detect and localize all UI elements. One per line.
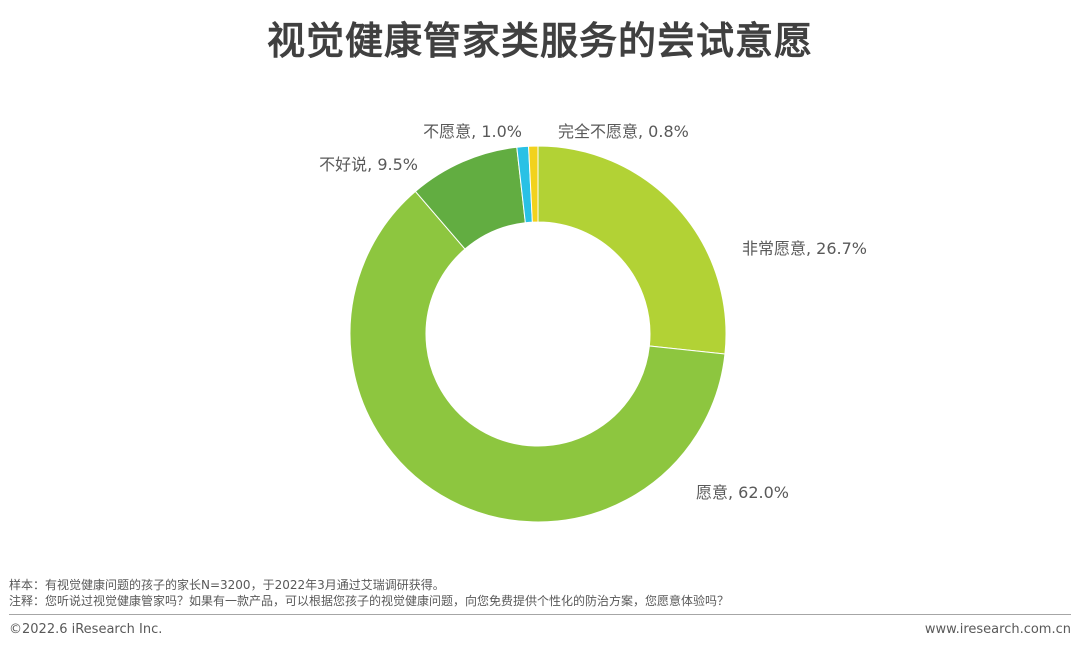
slice-label-1: 非常愿意, 26.7% bbox=[742, 239, 867, 258]
footer-divider bbox=[9, 614, 1071, 615]
chart-title: 视觉健康管家类服务的尝试意愿 bbox=[266, 19, 813, 63]
slice-labels: 非常愿意, 26.7% 愿意, 62.0% 不好说, 9.5% 不愿意, 1.0% 完全… bbox=[319, 122, 867, 502]
footer-notes: 样本：有视觉健康问题的孩子的家长N=3200，于2022年3月通过艾瑞调研获得。… bbox=[9, 577, 729, 609]
website-link[interactable]: www.iresearch.com.cn bbox=[924, 622, 1071, 637]
question-note: 注释：您听说过视觉健康管家吗？如果有一款产品，可以根据您孩子的视觉健康问题，向您… bbox=[9, 594, 730, 608]
slice-label-3: 不好说, 9.5% bbox=[319, 155, 418, 174]
slice-1 bbox=[537, 145, 727, 355]
donut-slices bbox=[349, 145, 727, 523]
slice-5 bbox=[528, 145, 539, 223]
sample-note: 样本：有视觉健康问题的孩子的家长N=3200，于2022年3月通过艾瑞调研获得。 bbox=[9, 578, 445, 592]
slice-label-4: 不愿意, 1.0% bbox=[423, 122, 522, 141]
copyright-text: ©2022.6 iResearch Inc. bbox=[9, 622, 163, 637]
slice-2 bbox=[349, 190, 726, 523]
slice-label-2: 愿意, 62.0% bbox=[696, 483, 789, 502]
slice-label-5: 完全不愿意, 0.8% bbox=[558, 122, 689, 141]
